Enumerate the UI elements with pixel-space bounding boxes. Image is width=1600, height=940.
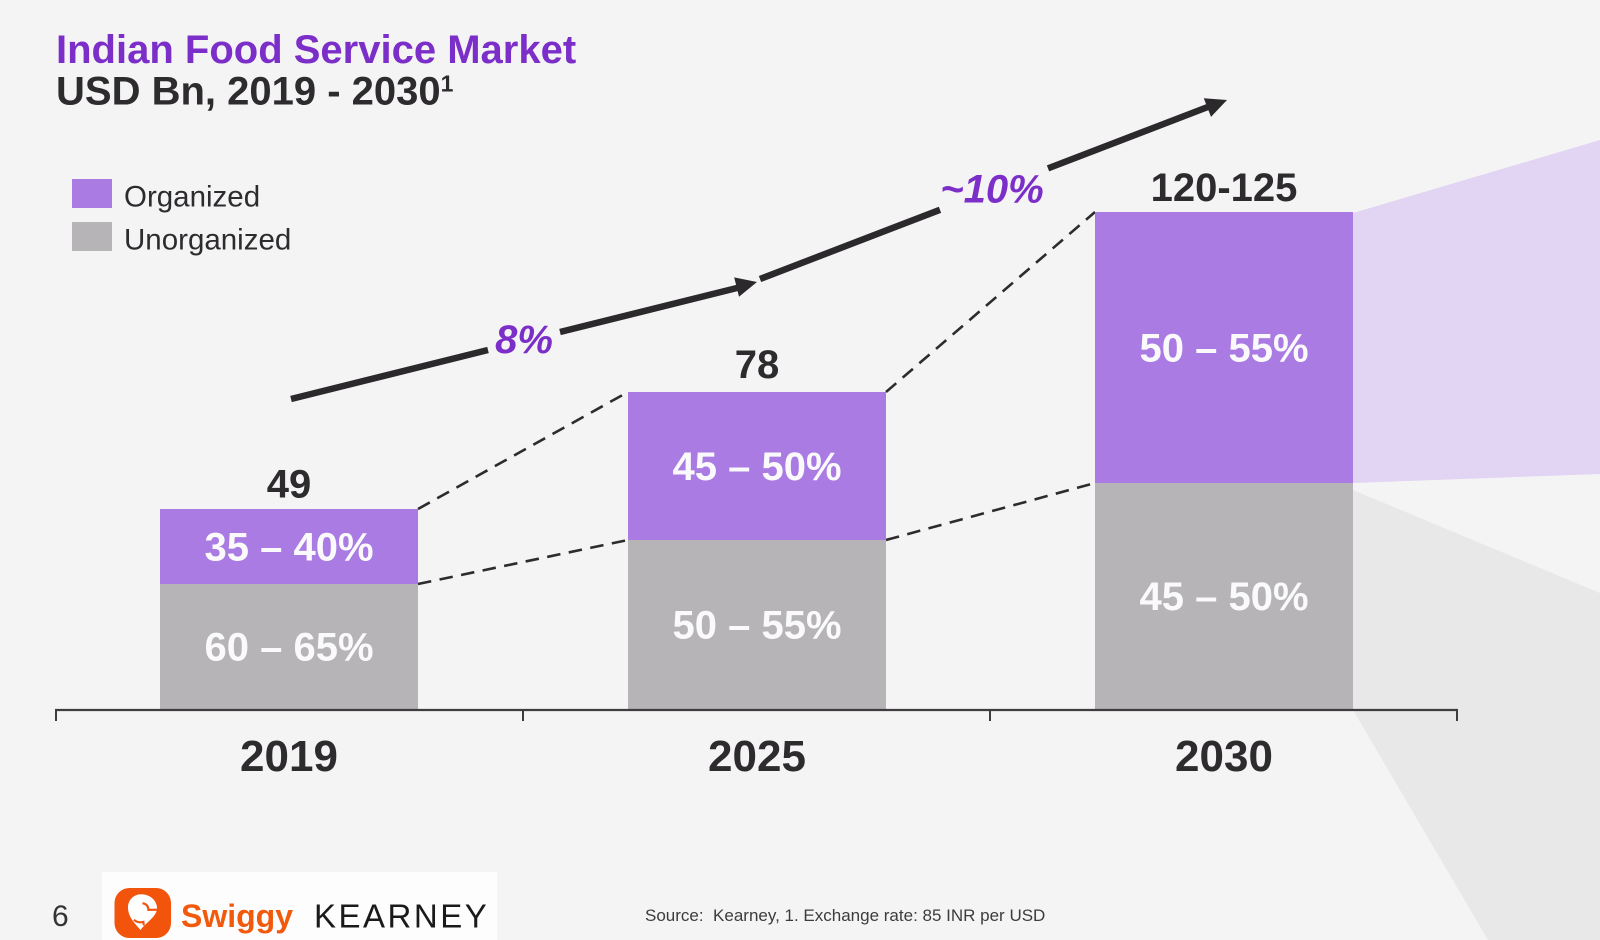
svg-text:120-125: 120-125 (1151, 166, 1298, 210)
svg-text:45 – 50%: 45 – 50% (1139, 575, 1308, 619)
svg-text:Indian Food Service Market: Indian Food Service Market (56, 28, 576, 72)
svg-text:~10%: ~10% (940, 168, 1043, 212)
svg-text:KEARNEY: KEARNEY (314, 898, 489, 935)
svg-text:50 – 55%: 50 – 55% (1139, 326, 1308, 370)
svg-text:60 – 65%: 60 – 65% (204, 625, 373, 669)
svg-text:50 – 55%: 50 – 55% (672, 603, 841, 647)
svg-text:Unorganized: Unorganized (124, 224, 291, 257)
svg-text:USD Bn, 2019 - 20301: USD Bn, 2019 - 20301 (56, 70, 454, 114)
svg-text:Swiggy: Swiggy (181, 898, 293, 934)
svg-text:8%: 8% (495, 318, 553, 362)
svg-text:6: 6 (52, 900, 69, 933)
svg-text:2025: 2025 (708, 732, 806, 781)
svg-text:2030: 2030 (1175, 732, 1273, 781)
svg-text:49: 49 (267, 463, 312, 507)
svg-text:Source: Kearney, 1. Exchange: Source: Kearney, 1. Exchange rate: 85 IN… (645, 906, 1045, 925)
svg-text:Organized: Organized (124, 181, 260, 214)
svg-text:2019: 2019 (240, 732, 338, 781)
svg-text:45 – 50%: 45 – 50% (672, 445, 841, 489)
svg-text:78: 78 (735, 343, 780, 387)
svg-text:35 – 40%: 35 – 40% (204, 525, 373, 569)
